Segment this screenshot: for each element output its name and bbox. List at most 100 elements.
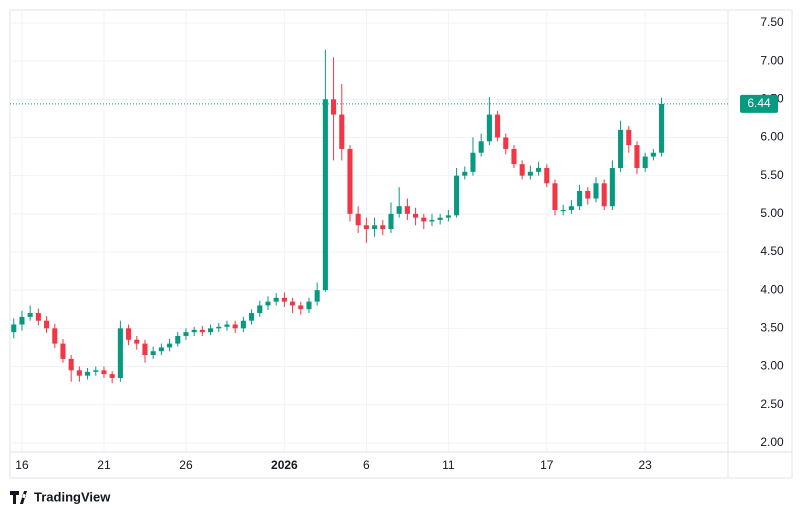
candle-body xyxy=(421,217,427,222)
candle xyxy=(331,57,337,161)
candle xyxy=(372,217,378,237)
candle-body xyxy=(363,225,369,230)
candle xyxy=(577,184,583,211)
candle xyxy=(19,310,25,331)
candle xyxy=(265,296,271,311)
candle xyxy=(281,292,287,307)
candle-body xyxy=(347,148,353,214)
candle xyxy=(429,213,435,227)
candle xyxy=(585,187,591,205)
candle xyxy=(150,346,156,359)
candle-body xyxy=(495,114,501,138)
candle-body xyxy=(511,148,517,165)
candle xyxy=(85,368,91,380)
candle-body xyxy=(593,183,599,199)
candle xyxy=(634,141,640,175)
candle-body xyxy=(101,370,107,375)
candle-body xyxy=(117,328,123,378)
candle-body xyxy=(27,313,33,317)
candle xyxy=(199,326,205,336)
candle-body xyxy=(519,164,525,176)
candle xyxy=(298,301,304,315)
y-tick-label: 5.50 xyxy=(760,168,784,182)
candle-body xyxy=(183,332,189,336)
y-tick-label: 7.50 xyxy=(760,15,784,29)
candle-body xyxy=(454,175,460,216)
candle-body xyxy=(224,324,230,327)
brand-logo[interactable]: TradingView xyxy=(10,489,111,504)
candle-body xyxy=(413,213,419,218)
candle xyxy=(339,84,345,161)
candle-body xyxy=(372,225,378,230)
y-tick-label: 3.00 xyxy=(760,359,784,373)
candle xyxy=(27,305,33,321)
candle-body xyxy=(568,206,574,211)
y-tick-label: 5.00 xyxy=(760,206,784,220)
last-price-badge xyxy=(740,94,778,113)
candle xyxy=(142,339,148,363)
y-tick-label: 3.50 xyxy=(760,321,784,335)
candle-body xyxy=(552,183,558,211)
brand-text: TradingView xyxy=(34,489,111,504)
candle xyxy=(232,320,238,333)
grid xyxy=(10,10,728,452)
candle xyxy=(290,297,296,314)
candle xyxy=(240,316,246,333)
candle xyxy=(552,179,558,216)
candle xyxy=(404,198,410,220)
candle xyxy=(593,177,599,203)
candle-body xyxy=(167,343,173,348)
candle-body xyxy=(331,99,337,115)
y-tick-label: 6.00 xyxy=(760,130,784,144)
candle xyxy=(527,165,533,180)
candle xyxy=(167,339,173,352)
candle-body xyxy=(560,210,566,212)
x-tick-label: 6 xyxy=(363,458,370,472)
candle-body xyxy=(298,305,304,310)
candle-body xyxy=(462,171,468,176)
candle xyxy=(536,161,542,176)
candle-body xyxy=(355,213,361,226)
candle-body xyxy=(76,370,82,376)
candle xyxy=(109,371,115,384)
candle xyxy=(52,323,58,349)
candle-body xyxy=(199,329,205,333)
candle-body xyxy=(618,129,624,169)
candle-body xyxy=(609,168,615,207)
x-tick-label: 26 xyxy=(179,458,193,472)
candle-body xyxy=(60,343,66,359)
candle-body xyxy=(306,301,312,310)
candle-body xyxy=(134,339,140,344)
candle xyxy=(355,206,361,233)
candle-body xyxy=(35,313,41,321)
y-tick-label: 4.50 xyxy=(760,244,784,258)
candle xyxy=(618,120,624,172)
candle xyxy=(175,332,181,347)
y-tick-label: 4.00 xyxy=(760,282,784,296)
x-tick-label: 23 xyxy=(638,458,652,472)
candle-body xyxy=(322,99,328,291)
candle xyxy=(314,282,320,306)
candle-body xyxy=(642,156,648,169)
candle xyxy=(396,187,402,218)
candle xyxy=(486,97,492,146)
candle xyxy=(191,326,197,336)
candle-body xyxy=(52,328,58,344)
candle xyxy=(216,322,222,333)
candle-body xyxy=(191,329,197,333)
candle-body xyxy=(273,297,279,302)
candle-body xyxy=(175,335,181,344)
candle-body xyxy=(544,168,550,184)
candle xyxy=(101,366,107,378)
candle xyxy=(495,110,501,142)
brand-icon xyxy=(10,491,27,504)
x-tick-label: 11 xyxy=(442,458,455,472)
candle-body xyxy=(314,290,320,302)
candle xyxy=(76,366,82,382)
candle-body xyxy=(486,114,492,142)
candle-body xyxy=(158,347,164,352)
candle xyxy=(650,148,656,161)
candle-body xyxy=(634,145,640,169)
candle-body xyxy=(240,320,246,329)
candle xyxy=(659,97,665,157)
